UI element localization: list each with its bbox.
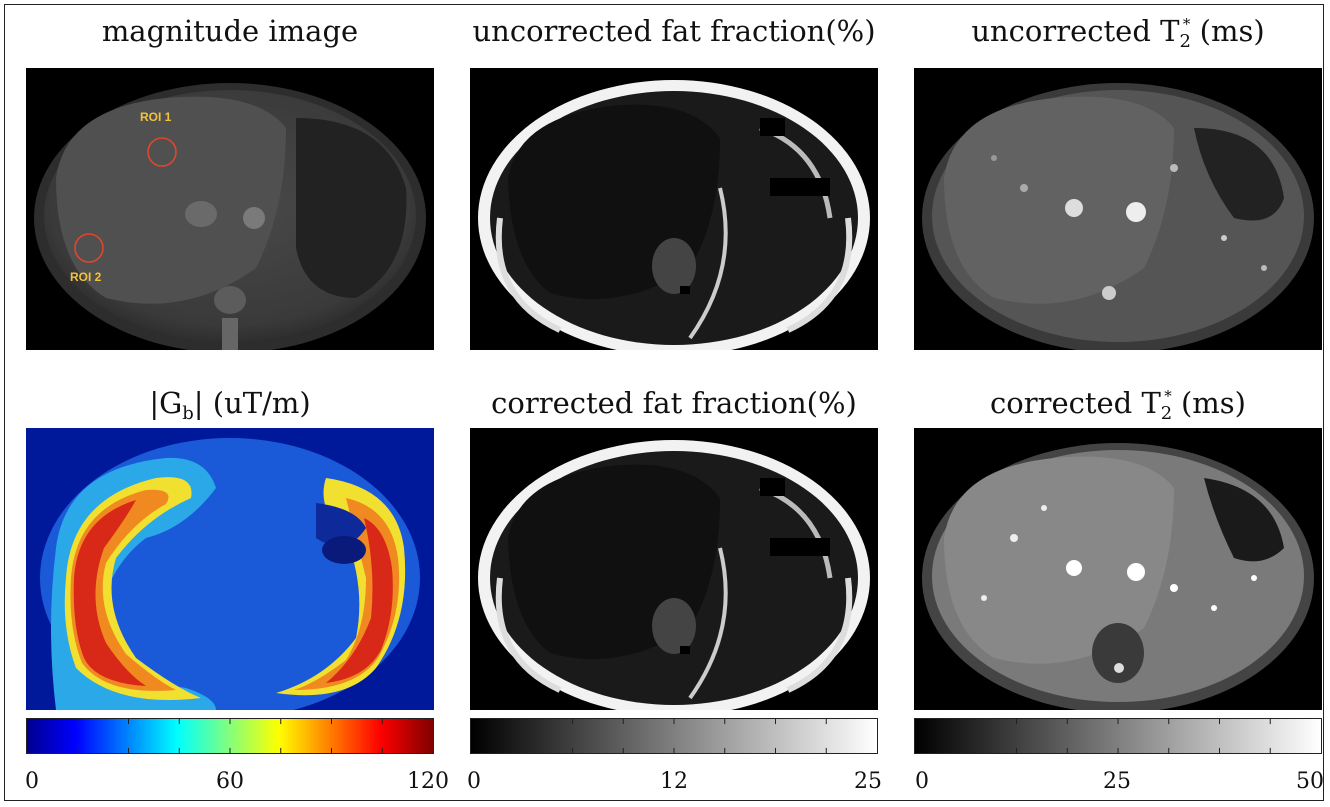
corrected-fat-fraction-map xyxy=(470,428,878,710)
title-uncorrected-fat-fraction: uncorrected fat fraction(%) xyxy=(472,14,876,48)
corrected-t2star-map xyxy=(914,428,1322,710)
roi-1-label: ROI 1 xyxy=(140,110,172,124)
roi-2-label: ROI 2 xyxy=(70,270,102,284)
tick-t2-0: 0 xyxy=(915,769,929,794)
title-uncorrected-t2star: uncorrected T2* (ms) xyxy=(971,14,1265,52)
gb-magnitude-map xyxy=(26,428,434,710)
title-corrected-fat-fraction: corrected fat fraction(%) xyxy=(491,386,857,420)
colorbar-jet xyxy=(26,718,434,754)
tick-t2-25: 25 xyxy=(1103,769,1131,794)
title-magnitude-image: magnitude image xyxy=(101,14,359,48)
tick-t2-50: 50 xyxy=(1296,769,1324,794)
roi-2-circle xyxy=(74,233,104,263)
title-gb-magnitude: |Gb| (uT/m) xyxy=(149,386,311,424)
tick-ff-12: 12 xyxy=(660,769,688,794)
tick-ff-25: 25 xyxy=(854,769,882,794)
tick-jet-120: 120 xyxy=(407,769,449,794)
colorbar-gray-fat-fraction xyxy=(470,718,878,754)
tick-jet-60: 60 xyxy=(216,769,244,794)
roi-1-circle xyxy=(147,137,177,167)
tick-ff-0: 0 xyxy=(467,769,481,794)
uncorrected-fat-fraction-map xyxy=(470,68,878,350)
colorbar-gray-t2star xyxy=(914,718,1322,754)
title-corrected-t2star: corrected T2* (ms) xyxy=(990,386,1246,424)
uncorrected-t2star-map xyxy=(914,68,1322,350)
magnitude-image: ROI 1 ROI 2 xyxy=(26,68,434,350)
tick-jet-0: 0 xyxy=(25,769,39,794)
figure-frame xyxy=(4,4,1324,801)
